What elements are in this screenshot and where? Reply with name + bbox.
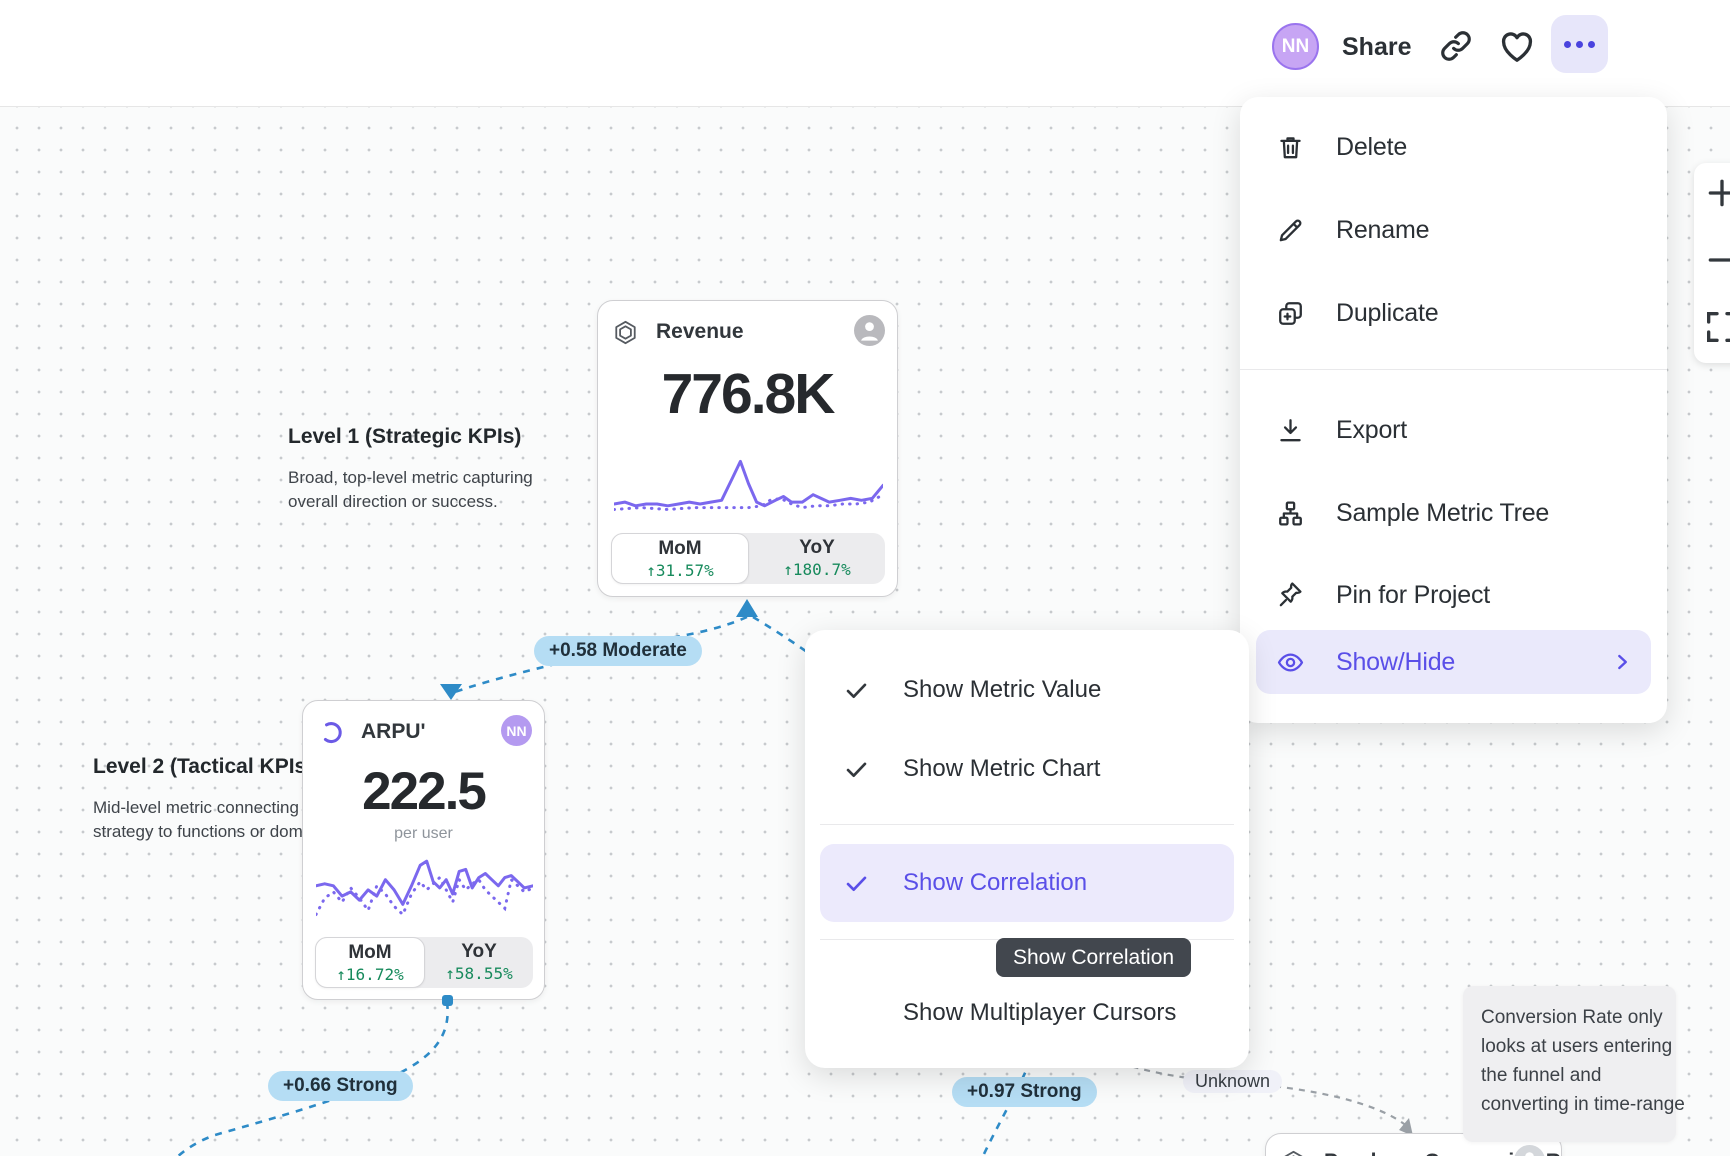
hexagon-badge-icon — [1280, 1149, 1307, 1156]
menu-divider — [1240, 369, 1667, 370]
menu-item-sample-metric-tree[interactable]: Sample Metric Tree — [1276, 485, 1647, 541]
presence-avatar — [854, 315, 885, 346]
metric-value: 222.5 — [362, 762, 487, 821]
correlation-badge: +0.97 Strong — [952, 1077, 1097, 1107]
level1-desc-line1: Broad, top-level metric capturing — [288, 468, 533, 487]
menu-item-export[interactable]: Export — [1276, 402, 1647, 458]
fit-view-button[interactable] — [1702, 307, 1730, 347]
eye-icon — [1276, 648, 1305, 677]
submenu-item-show-correlation[interactable]: Show Correlation — [820, 844, 1234, 922]
level2-desc-line2: strategy to functions or doma — [93, 822, 313, 841]
context-menu: Delete Rename Duplicate Export Sample Me… — [1240, 97, 1667, 723]
duplicate-icon — [1276, 299, 1305, 328]
note-line4: converting in time-range — [1481, 1094, 1685, 1115]
tab-mom[interactable]: MoM ↑31.57% — [611, 533, 749, 584]
menu-item-show-hide[interactable]: Show/Hide — [1256, 630, 1651, 694]
level1-title: Level 1 (Strategic KPIs) — [288, 425, 522, 448]
correlation-badge: +0.66 Strong — [268, 1071, 413, 1101]
level2-label[interactable]: Level 2 (Tactical KPIs Mid-level metric … — [93, 755, 312, 844]
conversion-note-tooltip: Conversion Rate only looks at users ente… — [1463, 986, 1685, 1142]
pushpin-icon — [1276, 581, 1305, 610]
note-line1: Conversion Rate only — [1481, 1007, 1663, 1028]
card-title: Purchase Conversion R — [1324, 1150, 1561, 1156]
sparkline-chart — [316, 859, 533, 918]
show-hide-submenu: Show Metric Value Show Metric Chart Show… — [805, 630, 1249, 1068]
submenu-item-show-metric-chart[interactable]: Show Metric Chart — [820, 737, 1234, 801]
menu-item-pin-for-project[interactable]: Pin for Project — [1276, 567, 1647, 623]
trash-icon — [1276, 133, 1305, 162]
zoom-toolbar — [1694, 163, 1730, 363]
card-title: Revenue — [656, 320, 744, 343]
favorite-heart-icon[interactable] — [1497, 26, 1537, 66]
pencil-icon — [1276, 216, 1305, 245]
connector-handle[interactable] — [442, 995, 453, 1006]
presence-avatar — [1514, 1145, 1545, 1156]
hexagon-badge-icon — [612, 319, 639, 346]
submenu-divider — [820, 824, 1234, 825]
check-icon — [843, 677, 870, 704]
metric-unit: per user — [394, 825, 453, 842]
note-line3: the funnel and — [1481, 1065, 1602, 1086]
share-button[interactable]: Share — [1342, 33, 1412, 61]
check-icon — [843, 756, 870, 783]
copy-link-icon[interactable] — [1437, 27, 1475, 65]
ellipsis-icon — [1564, 40, 1571, 48]
tab-yoy[interactable]: YoY ↑58.55% — [445, 941, 513, 983]
show-correlation-tooltip: Show Correlation — [996, 938, 1192, 977]
menu-item-duplicate[interactable]: Duplicate — [1276, 285, 1647, 341]
correlation-badge: +0.58 Moderate — [534, 636, 702, 666]
sparkline-chart — [614, 459, 883, 512]
zoom-out-button[interactable] — [1702, 240, 1730, 280]
metric-card-arpu[interactable]: ARPU' NN 222.5 per user MoM ↑16.72% YoY … — [302, 700, 545, 1000]
metric-tree-icon — [1276, 499, 1305, 528]
user-avatar[interactable]: NN — [1272, 23, 1319, 70]
submenu-item-show-metric-value[interactable]: Show Metric Value — [820, 658, 1234, 722]
chevron-right-icon — [1609, 649, 1635, 675]
menu-item-rename[interactable]: Rename — [1276, 202, 1647, 258]
more-options-button[interactable] — [1551, 15, 1608, 73]
metric-value: 776.8K — [661, 362, 836, 426]
tab-yoy[interactable]: YoY ↑180.7% — [783, 537, 851, 579]
level1-desc-line2: overall direction or success. — [288, 492, 498, 511]
level2-desc-line1: Mid-level metric connecting — [93, 798, 299, 817]
menu-item-delete[interactable]: Delete — [1276, 119, 1647, 175]
submenu-item-show-multiplayer-cursors[interactable]: Show Multiplayer Cursors — [903, 999, 1177, 1026]
level1-label[interactable]: Level 1 (Strategic KPIs) Broad, top-leve… — [288, 425, 533, 514]
presence-avatar: NN — [501, 715, 532, 746]
correlation-badge-unknown: Unknown — [1183, 1070, 1283, 1093]
zoom-in-button[interactable] — [1702, 173, 1730, 213]
metric-card-revenue[interactable]: Revenue 776.8K MoM ↑31.57% YoY ↑180.7% — [597, 300, 898, 597]
note-line2: looks at users entering — [1481, 1036, 1673, 1057]
level2-title: Level 2 (Tactical KPIs — [93, 755, 307, 778]
download-icon — [1276, 416, 1305, 445]
card-title: ARPU' — [361, 720, 426, 743]
top-bar: NN Share — [0, 0, 1730, 107]
arc-crescent-icon — [317, 719, 344, 746]
check-icon — [843, 870, 870, 897]
tab-mom[interactable]: MoM ↑16.72% — [315, 937, 425, 988]
